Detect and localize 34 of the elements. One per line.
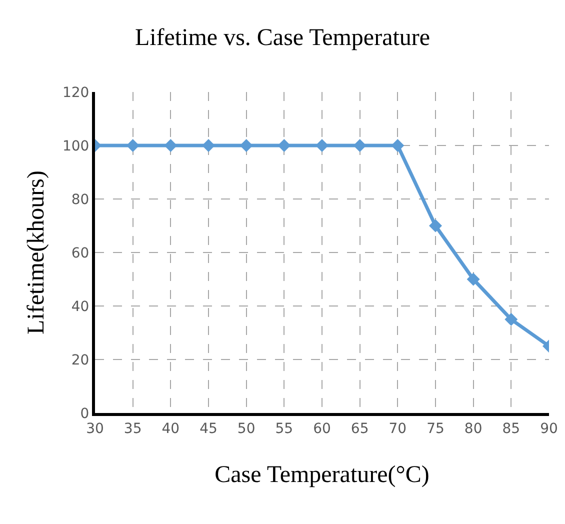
y-tick-label: 60 [71,245,90,262]
x-tick-label: 75 [426,420,444,437]
point [126,139,140,152]
x-tick-label: 55 [275,420,294,437]
x-tick-label: 30 [86,420,104,437]
x-axis-title: Case Temperature(°C) [214,462,430,488]
point [202,139,215,152]
x-tick-label: 80 [464,420,482,437]
y-tick-label: 120 [62,84,90,101]
x-tick-label: 90 [540,420,558,437]
y-tick-label: 80 [71,192,90,208]
point [278,139,291,152]
x-tick-label: 35 [124,420,142,437]
y-tick-label: 40 [71,298,90,315]
x-tick-label: 85 [502,420,520,437]
x-tick-label: 45 [200,420,218,437]
point [391,139,404,152]
point [240,139,253,152]
y-axis-title: Lifetime(khours) [24,170,50,334]
point [504,312,518,326]
point [353,139,366,152]
x-tick-label: 70 [388,420,407,437]
point [164,139,178,152]
x-tick-label: 40 [162,420,180,437]
y-tick-label: 0 [80,406,90,422]
point [316,139,328,152]
y-tick-label: 20 [71,352,90,368]
chart-title: Lifetime vs. Case Temperature [134,25,430,52]
x-tick-label: 60 [313,420,331,437]
x-tick-label: 50 [237,420,256,437]
point [429,219,442,232]
y-tick-label: 100 [62,138,90,154]
point [466,272,480,286]
x-tick-label: 65 [350,420,369,437]
